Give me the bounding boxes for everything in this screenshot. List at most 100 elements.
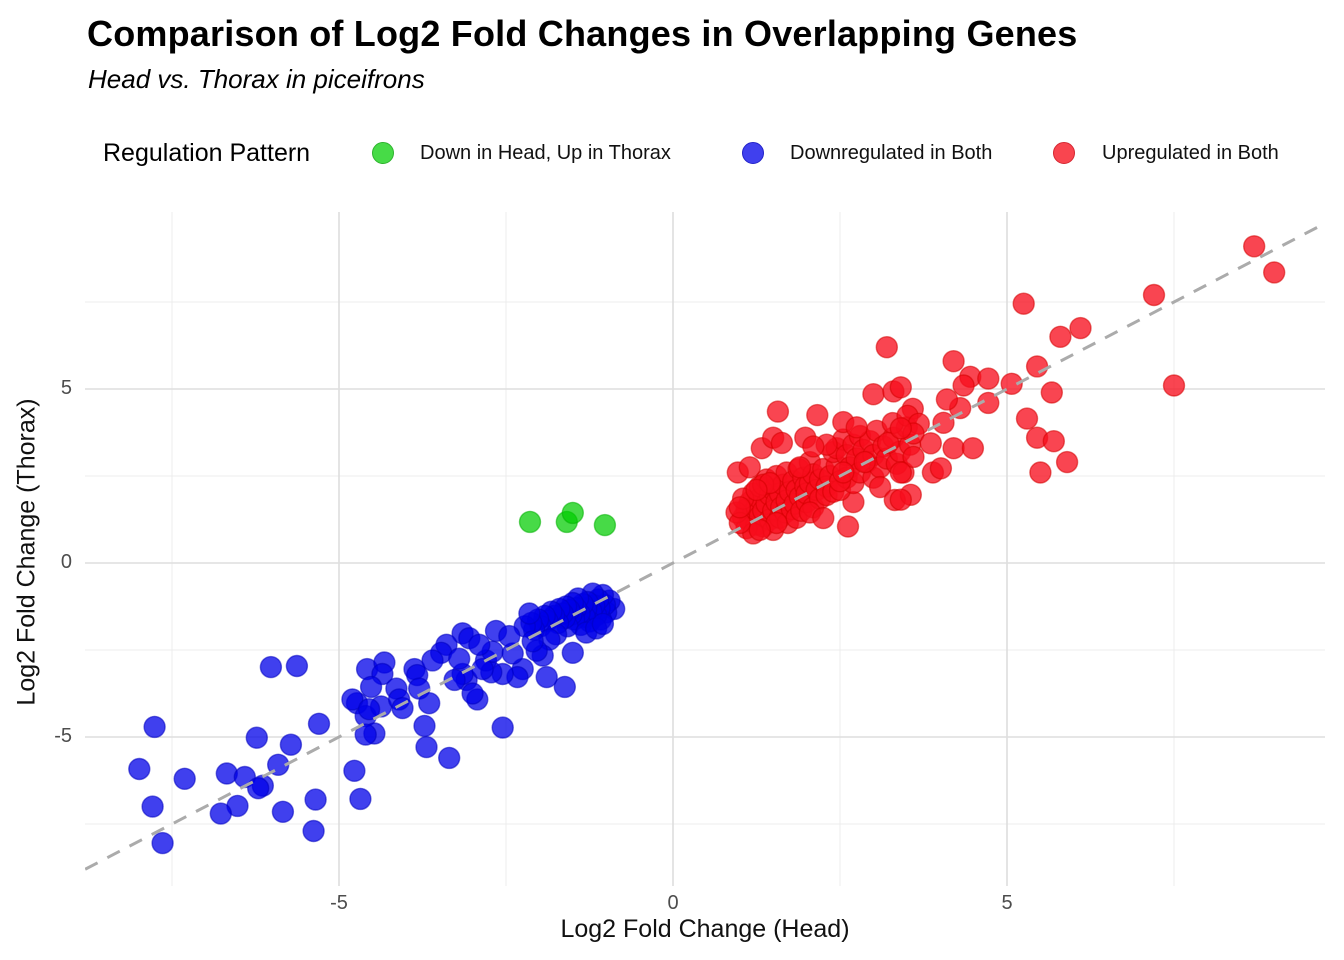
data-point (1055, 450, 1079, 474)
data-point (245, 726, 269, 749)
data-point (889, 488, 912, 511)
data-point (561, 641, 584, 664)
data-point (862, 382, 885, 406)
data-point (788, 456, 812, 479)
x-tick-label: -5 (330, 892, 348, 914)
y-tick-label: -5 (54, 725, 72, 747)
data-point (215, 762, 239, 785)
data-point (259, 655, 283, 679)
legend-label-down-head-up-thorax: Down in Head, Up in Thorax (420, 142, 671, 164)
page-subtitle: Head vs. Thorax in piceifrons (88, 64, 425, 94)
legend-dot-downregulated-both (742, 142, 764, 164)
data-point (421, 649, 444, 672)
data-point (868, 475, 892, 499)
data-point (952, 374, 975, 397)
x-axis-title: Log2 Fold Change (Head) (560, 915, 850, 943)
data-point (341, 688, 364, 711)
data-point (279, 733, 303, 756)
data-point (307, 712, 331, 735)
identity-line (85, 222, 1325, 871)
data-point (418, 692, 441, 715)
x-tick-label: 5 (1001, 892, 1013, 914)
data-point (1040, 381, 1063, 404)
legend-dot-down-head-up-thorax (372, 142, 394, 164)
data-point (1162, 374, 1186, 397)
data-point (902, 445, 925, 469)
y-axis-title: Log2 Fold Change (Thorax) (12, 398, 41, 706)
data-point (1142, 283, 1166, 307)
data-point (845, 416, 868, 439)
data-point (770, 431, 794, 455)
data-point (942, 436, 965, 460)
data-point (343, 759, 366, 782)
data-point (468, 633, 491, 656)
data-point (304, 788, 327, 811)
data-point (461, 682, 484, 705)
data-point (491, 716, 514, 739)
data-point (889, 417, 912, 440)
data-point (561, 501, 584, 525)
data-point (738, 456, 761, 479)
data-point (961, 436, 985, 460)
data-point (1012, 292, 1035, 315)
data-point (1025, 355, 1049, 378)
data-point (942, 349, 965, 373)
data-point (1029, 461, 1052, 484)
data-point (889, 376, 912, 399)
data-point (553, 675, 576, 699)
data-point (143, 715, 166, 739)
data-point (285, 654, 309, 678)
data-point (1262, 261, 1286, 284)
legend-label-upregulated-both: Upregulated in Both (1102, 142, 1279, 164)
data-point (875, 335, 898, 359)
data-point (448, 647, 471, 670)
legend: Regulation Pattern Down in Head, Up in T… (0, 136, 1344, 170)
data-point (413, 714, 436, 738)
data-point (812, 506, 835, 530)
data-point (271, 800, 295, 823)
legend-title: Regulation Pattern (103, 139, 311, 167)
data-point (535, 665, 558, 689)
data-point (209, 802, 233, 825)
data-point (977, 367, 1000, 390)
x-tick-label: 0 (667, 892, 679, 914)
data-point (349, 787, 372, 811)
data-point (151, 831, 174, 855)
data-point (359, 675, 383, 699)
data-point (1049, 325, 1072, 349)
data-point (745, 478, 768, 502)
page-title: Comparison of Log2 Fold Changes in Overl… (87, 13, 1078, 54)
data-point (518, 602, 541, 625)
data-point (728, 496, 751, 519)
data-point (889, 461, 912, 484)
y-tick-label: 0 (60, 551, 72, 573)
data-point (591, 612, 615, 636)
data-point (832, 461, 855, 484)
legend-dot-upregulated-both (1053, 142, 1075, 164)
data-point (443, 668, 466, 692)
data-point (518, 510, 542, 534)
data-point (1015, 407, 1039, 430)
y-tick-label: 5 (60, 377, 72, 399)
data-point (593, 513, 617, 537)
data-point (1242, 235, 1266, 258)
data-point (141, 795, 164, 818)
data-point (802, 435, 825, 458)
data-point (128, 757, 151, 781)
data-point (806, 403, 829, 427)
data-point (438, 746, 461, 770)
data-point (919, 432, 942, 455)
data-point (1042, 429, 1065, 453)
data-point (836, 515, 860, 538)
data-point (766, 400, 790, 423)
data-point (1069, 316, 1092, 340)
data-point (302, 819, 325, 843)
data-point (357, 698, 381, 721)
data-point (935, 388, 959, 411)
legend-label-downregulated-both: Downregulated in Both (790, 142, 993, 164)
data-point (521, 630, 544, 653)
plot-area (85, 212, 1325, 886)
data-point (173, 767, 196, 790)
data-point (415, 735, 438, 759)
